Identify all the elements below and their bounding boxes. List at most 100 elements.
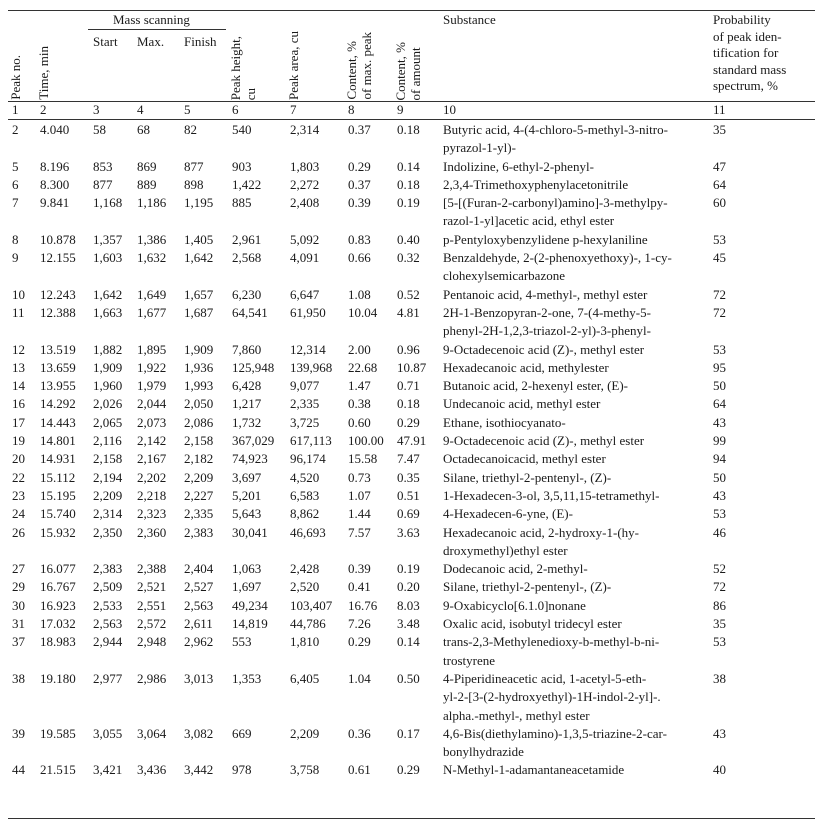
cell-probability: 72 <box>713 286 726 302</box>
table-row: 26 15.932 2,350 2,360 2,383 30,041 46,693 7.57 3… <box>8 524 815 561</box>
cell-start: 58 <box>93 122 106 137</box>
cell-substance: 4-Piperidineacetic acid, 1-acetyl-5-eth-… <box>443 670 661 723</box>
cell-peak-height: 7,860 <box>232 341 262 357</box>
cell-peak-area: 12,314 <box>290 341 326 357</box>
cell-peak-height: 3,697 <box>232 469 262 485</box>
cell-content-amount: 10.87 <box>397 359 427 375</box>
cell-peak-height: 1,422 <box>232 176 262 192</box>
cell-peak-area: 5,092 <box>290 231 320 247</box>
cell-start: 1,642 <box>93 286 123 302</box>
cell-peak-area: 2,335 <box>290 396 320 412</box>
top-rule <box>8 10 815 11</box>
cell-max: 889 <box>137 176 157 192</box>
cell-finish: 1,657 <box>184 286 214 302</box>
cell-substance: Benzaldehyde, 2-(2-phenoxyethoxy)-, 1-cy… <box>443 250 672 284</box>
cell-content-amount: 0.29 <box>397 762 420 778</box>
cell-content-amount: 0.19 <box>397 561 420 577</box>
cell-peak-area: 2,408 <box>290 195 320 211</box>
column-number-start: 3 <box>93 102 100 117</box>
cell-max: 1,186 <box>137 195 167 211</box>
cell-peak-no: 38 <box>12 670 25 686</box>
cell-content-amount: 0.50 <box>397 670 420 686</box>
cell-probability: 99 <box>713 433 726 449</box>
cell-content-max-peak: 0.29 <box>348 158 371 174</box>
cell-start: 1,603 <box>93 250 123 266</box>
table-row: 14 13.955 1,960 1,979 1,993 6,428 9,077 1.47 0.7… <box>8 377 815 395</box>
cell-start: 2,209 <box>93 487 123 503</box>
cell-substance: 2H-1-Benzopyran-2-one, 7-(4-methy-5- phe… <box>443 304 651 339</box>
cell-content-amount: 0.20 <box>397 579 420 595</box>
cell-max: 68 <box>137 122 150 137</box>
column-number-peak-no: 1 <box>12 102 19 117</box>
cell-substance: p-Pentyloxybenzylidene p-hexylaniline <box>443 231 648 247</box>
column-number-time: 2 <box>40 102 47 117</box>
cell-peak-height: 2,568 <box>232 250 262 266</box>
cell-peak-height: 6,230 <box>232 286 262 302</box>
cell-substance: Undecanoic acid, methyl ester <box>443 396 601 412</box>
cell-peak-height: 14,819 <box>232 616 268 632</box>
cell-time: 15.740 <box>40 506 76 522</box>
cell-content-amount: 0.18 <box>397 122 420 137</box>
cell-start: 1,960 <box>93 378 123 394</box>
cell-finish: 82 <box>184 122 197 137</box>
cell-max: 2,218 <box>137 487 167 503</box>
cell-finish: 1,642 <box>184 250 214 266</box>
cell-peak-area: 3,758 <box>290 762 320 778</box>
cell-time: 21.515 <box>40 762 76 778</box>
cell-probability: 46 <box>713 524 726 540</box>
cell-substance: 9-Oxabicyclo[6.1.0]nonane <box>443 597 586 613</box>
cell-peak-height: 540 <box>232 122 252 137</box>
cell-max: 2,142 <box>137 433 167 449</box>
cell-peak-area: 2,209 <box>290 725 320 741</box>
cell-finish: 2,563 <box>184 597 214 613</box>
cell-time: 15.112 <box>40 469 76 485</box>
table-row: 44 21.515 3,421 3,436 3,442 978 3,758 0.61 0.29 N… <box>8 761 815 779</box>
cell-peak-area: 6,405 <box>290 670 320 686</box>
cell-probability: 72 <box>713 304 726 320</box>
cell-max: 3,064 <box>137 725 167 741</box>
cell-time: 9.841 <box>40 195 70 211</box>
cell-content-amount: 4.81 <box>397 304 420 320</box>
cell-content-amount: 3.63 <box>397 524 420 540</box>
cell-content-max-peak: 0.66 <box>348 250 371 266</box>
cell-time: 19.180 <box>40 670 76 686</box>
cell-content-max-peak: 0.37 <box>348 122 371 137</box>
cell-time: 12.155 <box>40 250 76 266</box>
cell-substance: Butyric acid, 4-(4-chloro-5-methyl-3-nit… <box>443 122 668 156</box>
table-row: 20 14.931 2,158 2,167 2,182 74,923 96,174 15.58… <box>8 450 815 468</box>
cell-start: 853 <box>93 158 113 174</box>
cell-peak-area: 46,693 <box>290 524 326 540</box>
cell-peak-area: 6,647 <box>290 286 320 302</box>
cell-content-max-peak: 10.04 <box>348 304 378 320</box>
cell-peak-area: 617,113 <box>290 433 332 449</box>
header-probability: Probability of peak iden- tification for… <box>713 12 787 93</box>
cell-probability: 35 <box>713 122 726 137</box>
cell-finish: 1,936 <box>184 359 214 375</box>
cell-peak-height: 903 <box>232 158 252 174</box>
cell-content-max-peak: 7.57 <box>348 524 371 540</box>
cell-max: 1,649 <box>137 286 167 302</box>
table-row: 2 4.040 58 68 82 540 2,314 0.37 0.18 Butyric acid… <box>8 121 815 158</box>
cell-content-amount: 0.71 <box>397 378 420 394</box>
cell-peak-no: 27 <box>12 561 25 577</box>
cell-peak-area: 2,272 <box>290 176 320 192</box>
cell-probability: 94 <box>713 451 726 467</box>
data-table: 2 4.040 58 68 82 540 2,314 0.37 0.18 Butyric acid… <box>8 121 815 780</box>
cell-content-amount: 7.47 <box>397 451 420 467</box>
cell-peak-no: 26 <box>12 524 25 540</box>
cell-start: 2,314 <box>93 506 123 522</box>
cell-content-max-peak: 0.36 <box>348 725 371 741</box>
cell-peak-no: 30 <box>12 597 25 613</box>
cell-content-max-peak: 0.61 <box>348 762 371 778</box>
cell-substance: Hexadecanoic acid, methylester <box>443 359 609 375</box>
cell-content-max-peak: 100.00 <box>348 433 384 449</box>
header-peak-no: Peak no. <box>8 55 23 100</box>
cell-peak-area: 2,520 <box>290 579 320 595</box>
cell-probability: 64 <box>713 396 726 412</box>
table-row: 11 12.388 1,663 1,677 1,687 64,541 61,950 10.04… <box>8 304 815 341</box>
cell-peak-no: 24 <box>12 506 25 522</box>
table-row: 23 15.195 2,209 2,218 2,227 5,201 6,583 1.07 0.5… <box>8 487 815 505</box>
cell-max: 2,073 <box>137 414 167 430</box>
table-row: 12 13.519 1,882 1,895 1,909 7,860 12,314 2.00 0.… <box>8 341 815 359</box>
number-row-rule <box>8 119 815 120</box>
